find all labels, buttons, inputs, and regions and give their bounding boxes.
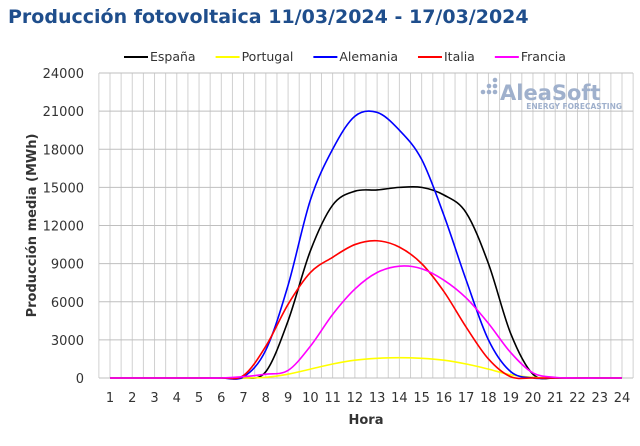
y-axis-label: Producción media (MWh) [25,134,40,318]
logo-tagline: ENERGY FORECASTING [526,102,622,111]
aleasoft-logo [480,77,498,95]
y-tick-label: 15000 [43,181,84,196]
logo-dot [486,83,492,89]
legend-label: Portugal [242,49,294,64]
x-tick-label: 20 [525,391,542,406]
x-tick-label: 22 [569,391,586,406]
logo-dot [492,83,498,89]
x-tick-label: 7 [239,391,247,406]
x-tick-label: 5 [195,391,203,406]
y-tick-label: 9000 [51,258,84,273]
x-tick-label: 18 [480,391,497,406]
logo-dot [492,77,498,83]
y-tick-label: 3000 [51,334,84,349]
legend-label: España [150,49,196,64]
x-tick-label: 8 [262,391,270,406]
x-tick-label: 11 [324,391,341,406]
x-tick-label: 1 [106,391,114,406]
y-tick-label: 12000 [43,220,84,235]
x-tick-label: 6 [217,391,225,406]
x-tick-label: 17 [458,391,475,406]
x-tick-label: 14 [391,391,408,406]
x-tick-label: 15 [413,391,430,406]
x-tick-label: 23 [591,391,608,406]
legend-label: Francia [521,49,566,64]
x-tick-label: 16 [436,391,453,406]
logo-name: AleaSoft [500,81,601,105]
x-tick-label: 24 [614,391,631,406]
chart-title: Producción fotovoltaica 11/03/2024 - 17/… [8,6,529,28]
legend-label: Alemania [339,49,398,64]
x-tick-label: 13 [369,391,386,406]
x-tick-label: 4 [173,391,181,406]
x-tick-label: 3 [150,391,158,406]
y-tick-label: 6000 [51,296,84,311]
logo-dot [480,89,486,95]
logo-dot [486,89,492,95]
x-axis-label: Hora [349,413,384,428]
y-tick-label: 0 [76,372,84,387]
x-tick-label: 9 [284,391,292,406]
series-line-francia [109,265,622,379]
x-tick-label: 21 [547,391,564,406]
legend-label: Italia [444,49,475,64]
x-tick-label: 19 [502,391,519,406]
x-tick-label: 10 [302,391,319,406]
x-tick-label: 12 [347,391,364,406]
y-tick-label: 24000 [43,67,84,82]
x-tick-label: 2 [128,391,136,406]
y-tick-label: 18000 [43,143,84,158]
y-tick-label: 21000 [43,105,84,120]
logo-dot [492,89,498,95]
